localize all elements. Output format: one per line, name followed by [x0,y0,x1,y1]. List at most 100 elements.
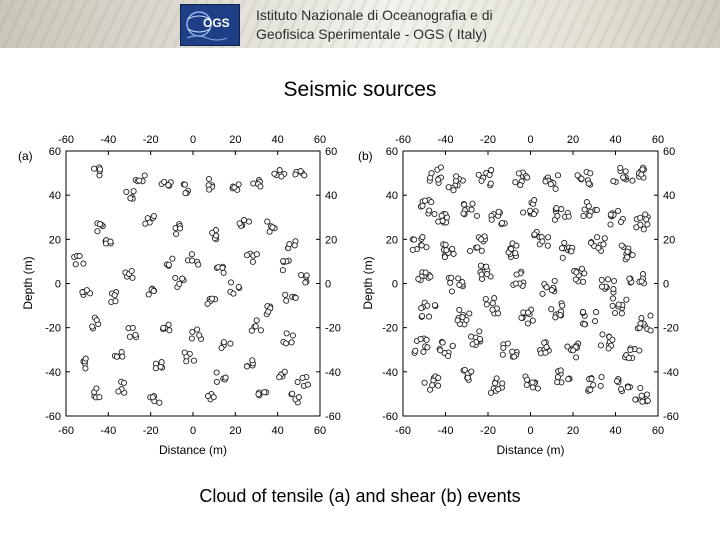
event-point [474,244,481,251]
event-point [230,290,237,297]
event-point [548,287,555,294]
x-tick-label-top: -60 [58,134,74,146]
event-point [209,229,216,236]
event-point [204,300,211,307]
event-point [601,235,608,242]
event-point [181,349,188,356]
y-tick-label-right: -40 [325,367,341,379]
event-point [581,321,588,328]
event-point [626,275,633,282]
event-point [129,274,136,281]
event-point [610,277,618,285]
y-tick-label-left: 20 [49,234,61,246]
event-point [176,280,183,287]
y-tick-label-right: 20 [663,234,675,246]
event-point [488,216,495,223]
event-point [288,339,295,346]
event-point [482,295,489,303]
event-point [453,173,460,180]
event-point [468,333,475,340]
event-point [640,226,647,233]
event-point [261,389,268,396]
x-tick-label-top: 40 [609,134,621,146]
y-tick-label-left: 60 [49,146,61,158]
event-point [190,357,197,364]
event-point [294,379,301,386]
event-point [622,168,629,175]
event-point [618,310,625,317]
event-point [426,207,433,214]
event-point [456,281,463,288]
event-point [638,315,645,322]
x-tick-label-bottom: -40 [100,425,116,437]
event-point [478,236,485,243]
event-point [553,205,560,212]
event-point [636,347,643,354]
event-point [483,263,490,270]
event-point [130,188,137,195]
event-point [126,333,133,340]
event-point [121,379,128,386]
event-point [271,170,278,177]
event-point [304,381,311,388]
event-point [565,376,572,383]
event-point [248,327,255,334]
event-point [545,234,552,241]
event-point [464,374,471,381]
event-point [531,197,538,204]
event-point [437,164,444,171]
x-tick-label-bottom: 0 [527,425,533,437]
event-point [72,261,79,268]
event-point [593,206,600,214]
y-tick-label-right: -40 [663,367,679,379]
event-point [525,309,532,316]
panel-label: (a) [18,149,33,163]
event-point [561,239,568,246]
event-point [94,228,101,235]
figure-caption: Cloud of tensile (a) and shear (b) event… [199,486,521,506]
event-point [428,170,435,177]
event-point [177,225,184,232]
event-point [594,234,601,241]
event-point [227,279,235,286]
event-point [219,264,226,271]
event-point [478,271,485,278]
event-point [629,251,636,259]
event-point [487,180,494,187]
event-point [565,213,572,220]
event-point [587,239,595,246]
event-point [249,357,256,364]
event-point [624,384,632,391]
event-point [227,340,234,347]
event-point [93,385,100,392]
event-point [469,341,476,348]
event-point [527,207,534,214]
event-point [517,182,524,189]
event-point [417,335,424,343]
event-point [289,332,296,339]
event-point [443,214,451,221]
x-tick-label-top: -20 [480,134,496,146]
event-point [204,393,212,400]
event-point [142,220,149,227]
event-point [572,276,579,283]
event-point [477,262,484,269]
y-axis-label: Depth (m) [361,256,375,309]
event-point [513,271,520,278]
event-point [495,208,502,215]
event-point [615,207,622,214]
event-point [512,280,519,287]
x-axis-label: Distance (m) [159,443,227,457]
event-point [156,399,163,406]
event-point [639,398,646,405]
event-point [578,175,585,182]
event-point [426,313,433,320]
event-point [523,381,530,389]
event-point [448,274,455,281]
event-point [627,346,634,354]
y-tick-label-right: 20 [325,234,337,246]
event-point [438,212,445,219]
event-point [554,172,562,179]
event-point [624,248,631,255]
event-point [534,385,541,392]
